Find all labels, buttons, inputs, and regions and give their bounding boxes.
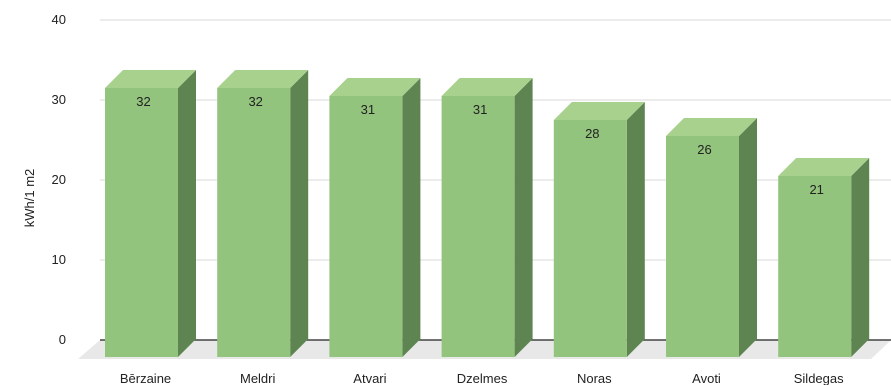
data-label: 32 <box>136 94 150 109</box>
bar-top-face <box>553 102 645 120</box>
bar-top-face <box>778 158 870 176</box>
bar-front-face <box>105 88 178 357</box>
data-label: 21 <box>809 182 823 197</box>
data-label: 31 <box>361 102 375 117</box>
bar-top-face <box>666 118 757 136</box>
bar <box>778 158 870 357</box>
y-axis-ticks: 0 10 20 30 40 <box>52 12 66 347</box>
y-tick-label: 30 <box>52 92 66 107</box>
data-label: 28 <box>585 126 599 141</box>
bar-side-face <box>402 78 421 357</box>
bar <box>329 78 421 357</box>
bar-side-face <box>739 118 757 357</box>
bar <box>217 70 309 357</box>
y-tick-label: 10 <box>52 252 66 267</box>
y-tick-label: 40 <box>52 12 66 27</box>
x-category-label: Sildegas <box>794 371 844 385</box>
bar <box>105 70 196 357</box>
bar <box>441 78 533 357</box>
data-label: 31 <box>473 102 487 117</box>
bars <box>105 70 870 357</box>
bar-side-face <box>178 70 196 357</box>
bar-top-face <box>441 78 533 96</box>
y-tick-label: 20 <box>52 172 66 187</box>
x-category-label: Atvari <box>353 371 386 385</box>
bar <box>666 118 757 357</box>
bar <box>553 102 645 357</box>
bar-front-face <box>666 136 739 357</box>
bar-front-face <box>329 96 403 357</box>
bar-side-face <box>290 70 309 357</box>
bar-top-face <box>217 70 309 88</box>
y-axis-title: kWh/1 m2 <box>22 169 37 228</box>
x-category-label: Dzelmes <box>457 371 508 385</box>
bar-front-face <box>217 88 291 357</box>
data-label: 26 <box>697 142 711 157</box>
x-category-label: Noras <box>577 371 612 385</box>
bar-front-face <box>553 120 627 357</box>
bar-front-face <box>441 96 515 357</box>
bar-top-face <box>105 70 196 88</box>
data-labels: 32 32 31 31 28 26 21 <box>136 94 824 197</box>
x-axis-categories: Bērzaine Meldri Atvari Dzelmes Noras Avoti Sil… <box>120 371 844 385</box>
y-tick-label: 0 <box>59 332 66 347</box>
data-label: 32 <box>248 94 262 109</box>
bar-side-face <box>514 78 533 357</box>
bar-side-face <box>626 102 645 357</box>
x-category-label: Avoti <box>692 371 721 385</box>
x-category-label: Meldri <box>240 371 276 385</box>
bar-front-face <box>778 176 852 357</box>
x-category-label: Bērzaine <box>120 371 171 385</box>
bar-side-face <box>851 158 870 357</box>
bar-top-face <box>329 78 421 96</box>
